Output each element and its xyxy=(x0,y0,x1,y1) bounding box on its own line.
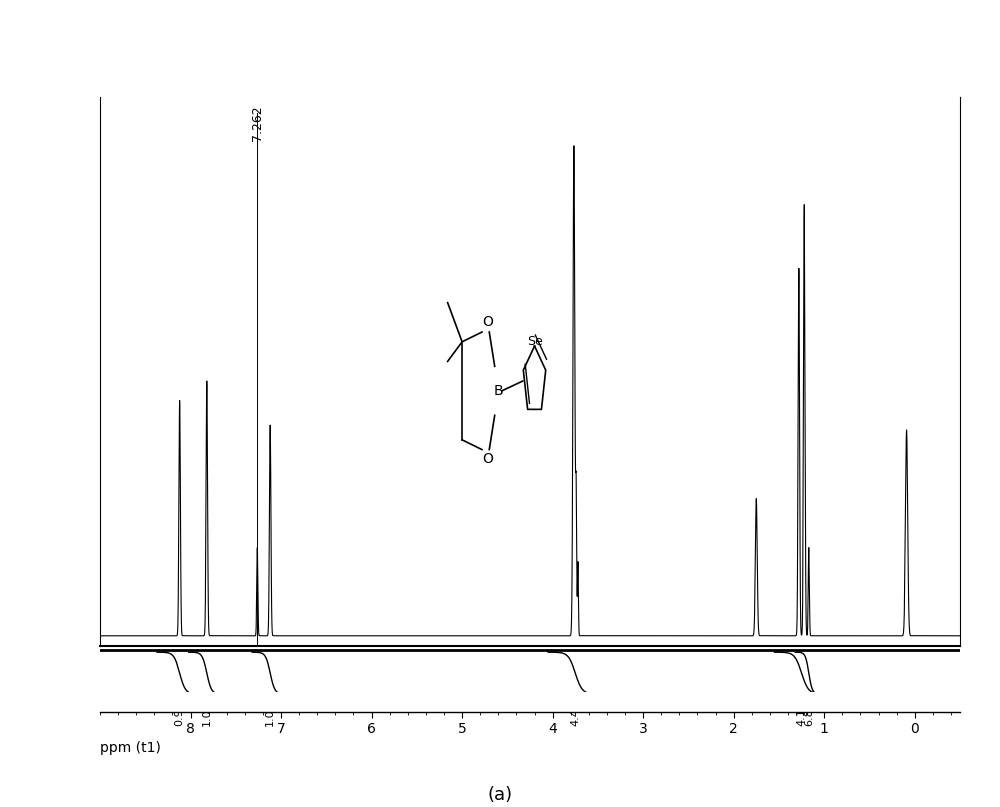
Text: 7.262: 7.262 xyxy=(251,105,264,141)
Text: O: O xyxy=(482,316,493,329)
Text: (a): (a) xyxy=(487,786,513,804)
Text: Se: Se xyxy=(527,336,542,349)
Text: 1.00: 1.00 xyxy=(202,701,212,725)
Text: 1.00: 1.00 xyxy=(265,701,275,725)
Text: 4.46: 4.46 xyxy=(570,701,580,726)
Text: ppm (t1): ppm (t1) xyxy=(100,741,161,755)
Text: 0.93: 0.93 xyxy=(175,701,185,726)
Text: 6.80: 6.80 xyxy=(804,701,814,726)
Text: 4.13: 4.13 xyxy=(797,701,807,726)
Text: O: O xyxy=(482,453,493,466)
Text: B: B xyxy=(494,384,503,398)
